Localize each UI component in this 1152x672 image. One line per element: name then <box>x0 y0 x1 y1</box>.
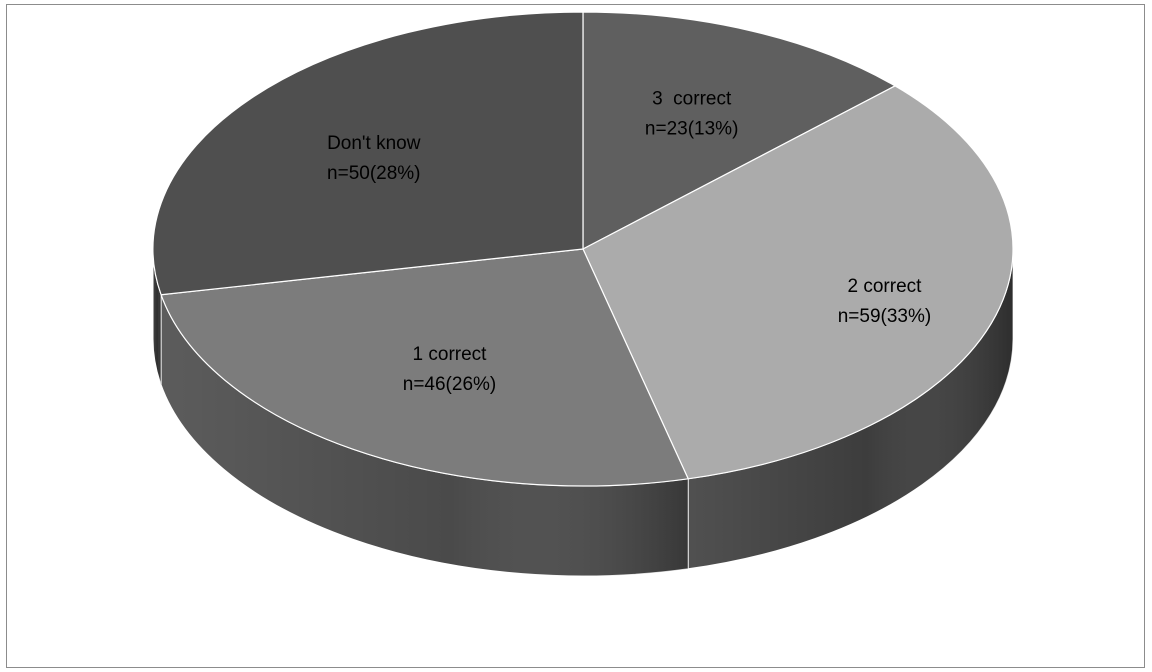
pie-chart: 3 correct n=23(13%) 2 correct n=59(33%) 1 co… <box>152 11 1014 577</box>
pie-sides <box>152 248 1014 577</box>
slice-value-label-0: n=23(13%) <box>645 119 738 140</box>
slice-label-2: 1 correct <box>413 344 488 365</box>
slice-value-label-2: n=46(26%) <box>403 374 496 395</box>
slice-value-label-1: n=59(33%) <box>838 306 931 327</box>
pie-slices <box>152 11 1014 487</box>
slice-label-3: Don't know <box>327 133 421 154</box>
chart-area: 3 correct n=23(13%) 2 correct n=59(33%) 1 co… <box>6 4 1145 668</box>
pie-slice-0 <box>582 11 896 250</box>
pie-side-shade-1 <box>688 249 1013 569</box>
pie-slice-2 <box>160 248 689 487</box>
pie-slice-1 <box>582 85 1014 480</box>
slice-labels: 3 correct n=23(13%) 2 correct n=59(33%) 1 co… <box>327 89 931 395</box>
slice-label-0: 3 correct <box>652 89 732 110</box>
pie-slice-3 <box>152 11 584 296</box>
slice-value-label-3: n=50(28%) <box>327 163 420 184</box>
slice-label-1: 2 correct <box>848 276 923 297</box>
pie-side-shade-3 <box>153 249 162 385</box>
pie-side-shade-2 <box>161 294 689 576</box>
